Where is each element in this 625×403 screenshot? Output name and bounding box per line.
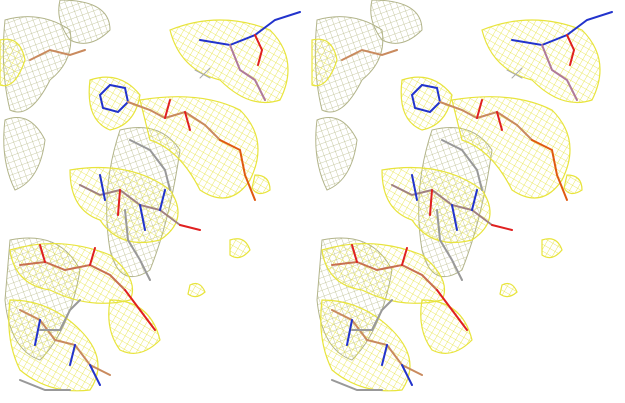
left-view bbox=[0, 0, 301, 392]
right-view bbox=[311, 0, 613, 392]
